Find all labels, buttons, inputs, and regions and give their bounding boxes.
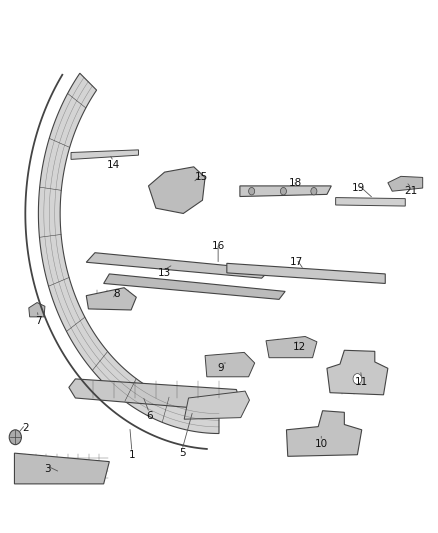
Text: 11: 11 (355, 377, 368, 387)
Polygon shape (86, 253, 270, 278)
Text: 2: 2 (22, 423, 28, 433)
Circle shape (353, 374, 362, 384)
Polygon shape (227, 263, 385, 284)
Circle shape (249, 188, 254, 195)
Text: 10: 10 (315, 439, 328, 449)
Polygon shape (39, 73, 219, 433)
Polygon shape (286, 411, 362, 456)
Text: 15: 15 (195, 172, 208, 182)
Circle shape (280, 188, 286, 195)
Text: 3: 3 (44, 464, 50, 474)
Text: 7: 7 (35, 316, 42, 326)
Text: 1: 1 (129, 450, 135, 460)
Polygon shape (184, 391, 250, 419)
Text: 9: 9 (218, 364, 225, 373)
Polygon shape (29, 303, 45, 317)
Text: 16: 16 (212, 241, 225, 252)
Polygon shape (148, 167, 205, 214)
Circle shape (311, 188, 317, 195)
Text: 19: 19 (352, 183, 365, 193)
Polygon shape (327, 350, 388, 395)
Text: 18: 18 (289, 177, 302, 188)
Text: 21: 21 (405, 186, 418, 196)
Text: 13: 13 (158, 268, 171, 278)
Polygon shape (86, 288, 136, 310)
Polygon shape (266, 336, 317, 358)
Polygon shape (69, 379, 241, 411)
Polygon shape (336, 198, 405, 206)
Polygon shape (205, 352, 254, 377)
Circle shape (9, 430, 21, 445)
Polygon shape (71, 150, 138, 159)
Text: 12: 12 (293, 342, 306, 352)
Text: 14: 14 (107, 160, 120, 169)
Text: 6: 6 (146, 411, 153, 421)
Polygon shape (388, 176, 423, 191)
Text: 5: 5 (179, 448, 185, 458)
Polygon shape (104, 274, 285, 300)
Text: 17: 17 (290, 257, 303, 267)
Text: 8: 8 (113, 289, 120, 299)
Polygon shape (14, 453, 110, 484)
Polygon shape (240, 186, 331, 197)
